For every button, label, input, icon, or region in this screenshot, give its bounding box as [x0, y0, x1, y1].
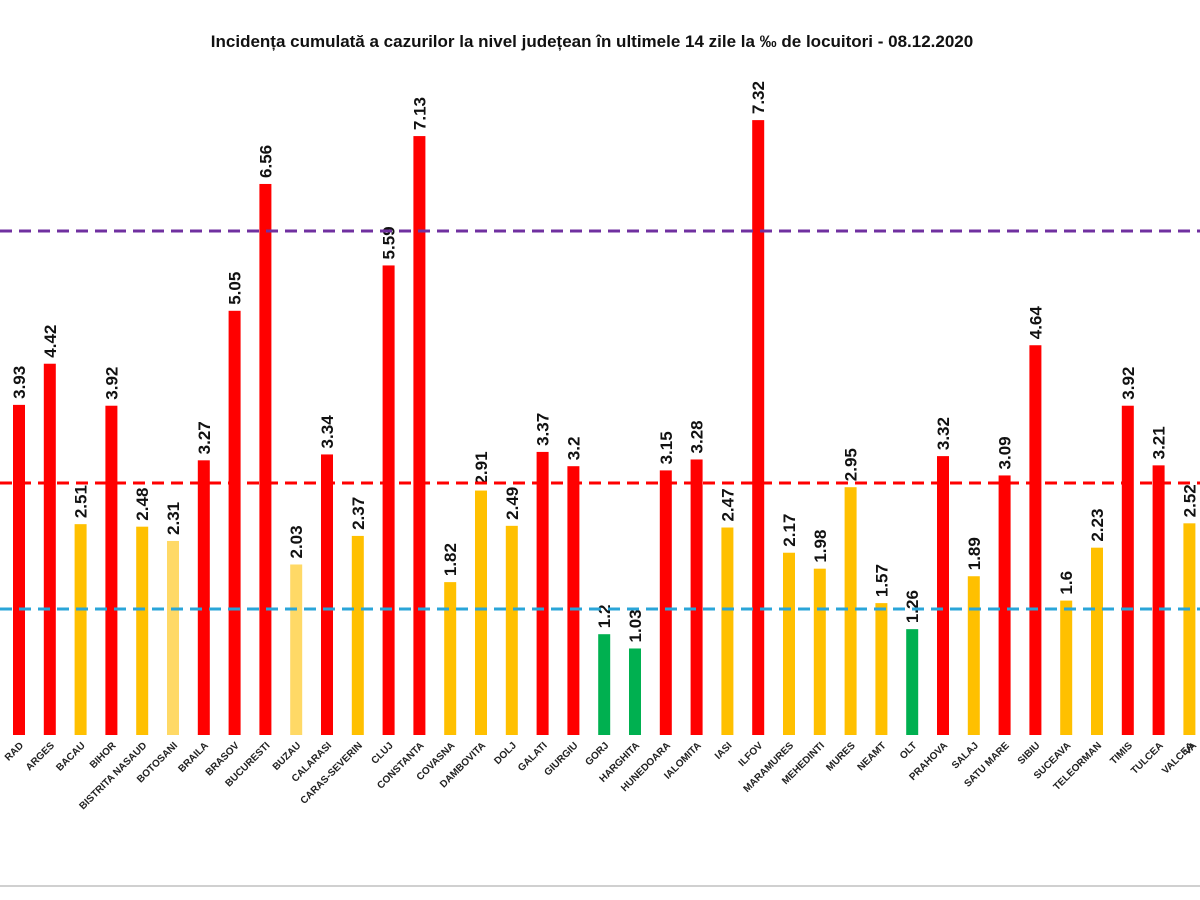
x-tick-label: DOLJ: [492, 740, 519, 767]
value-label: 2.49: [503, 487, 522, 520]
value-label: 2.47: [718, 488, 737, 521]
value-label: 2.91: [472, 451, 491, 484]
value-label: 1.89: [965, 537, 984, 570]
x-tick-label: SIBIU: [1016, 740, 1043, 767]
bar: [1060, 600, 1073, 735]
value-label: 3.32: [934, 417, 953, 450]
bar: [998, 475, 1011, 735]
bar: [74, 524, 87, 735]
value-label: 2.17: [780, 514, 799, 547]
value-label: 1.57: [872, 564, 891, 597]
bar: [475, 490, 487, 735]
value-label: 3.2: [564, 437, 583, 461]
x-tick-label: TIMIS: [1108, 740, 1135, 767]
bar: [136, 526, 149, 735]
bar: [351, 535, 364, 735]
bar: [659, 470, 672, 735]
value-label: 2.51: [72, 485, 91, 518]
x-tick-label: MURES: [824, 740, 858, 774]
x-tick-label: RAD: [3, 740, 26, 763]
value-label: 3.15: [657, 431, 676, 464]
value-label: 2.48: [133, 488, 152, 521]
value-label: 2.23: [1088, 509, 1107, 542]
value-label: 3.34: [318, 415, 337, 449]
bar: [813, 568, 826, 735]
bar: [906, 629, 919, 735]
value-label: 2.31: [164, 502, 183, 535]
bar: [536, 451, 549, 735]
bar: [783, 552, 795, 735]
bar: [105, 405, 118, 735]
bar: [629, 648, 641, 735]
x-tick-label: CLUJ: [369, 740, 395, 766]
chart-title: Incidența cumulată a cazurilor la nivel …: [211, 32, 973, 51]
bar: [167, 540, 179, 735]
x-tick-label: GORJ: [584, 740, 612, 768]
bar: [505, 525, 518, 735]
x-tick-label: OLT: [898, 740, 919, 761]
x-tick-label: ARGES: [24, 740, 57, 773]
value-label: 3.92: [102, 367, 121, 400]
value-label: 4.64: [1026, 306, 1045, 340]
value-label: 4.42: [41, 325, 60, 358]
value-label: 5.59: [380, 226, 399, 259]
bar: [1183, 523, 1196, 735]
bar: [875, 603, 888, 735]
bar: [967, 576, 980, 735]
x-tick-label: BACAU: [54, 740, 87, 773]
bar: [690, 459, 703, 735]
value-label: 2.37: [349, 497, 368, 530]
bar: [413, 136, 426, 735]
bar: [1152, 465, 1165, 735]
bar: [1121, 405, 1134, 735]
bar: [259, 183, 272, 735]
bar: [844, 487, 857, 735]
value-label: 2.03: [287, 525, 306, 558]
value-label: 6.56: [256, 145, 275, 178]
bar: [598, 634, 611, 735]
value-label: 3.21: [1150, 426, 1169, 459]
value-label: 3.37: [534, 413, 553, 446]
x-tick-label: ILFOV: [737, 740, 766, 769]
bar: [321, 454, 333, 735]
bar: [228, 310, 241, 735]
value-label: 7.32: [749, 81, 768, 114]
x-tick-label: NEAMT: [856, 740, 889, 773]
bar: [567, 466, 580, 735]
value-label: 1.03: [626, 609, 645, 642]
value-label: 1.82: [441, 543, 460, 576]
value-label: 1.26: [903, 590, 922, 623]
value-label: 2.95: [842, 448, 861, 481]
value-label: 3.93: [10, 366, 29, 399]
value-label: 2.52: [1180, 484, 1199, 517]
bar: [197, 460, 210, 735]
bar: [382, 265, 395, 735]
value-label: 3.27: [195, 421, 214, 454]
value-label: 3.09: [996, 436, 1015, 469]
bar: [1091, 547, 1103, 735]
x-tick-label: IASI: [713, 740, 735, 762]
value-label: 5.05: [226, 272, 245, 305]
value-label: 3.28: [688, 420, 707, 453]
bar: [290, 564, 303, 735]
bar: [13, 404, 25, 735]
bar: [937, 456, 949, 735]
bar: [444, 582, 457, 735]
bar: [721, 527, 734, 735]
bar: [752, 120, 765, 736]
value-label: 7.13: [410, 97, 429, 130]
bar: [43, 363, 56, 735]
x-tick-label: GIURGIU: [542, 740, 580, 778]
value-label: 1.98: [811, 530, 830, 563]
bar: [1029, 345, 1042, 735]
x-tick-label: TULCEA: [1129, 740, 1165, 776]
value-label: 1.6: [1057, 571, 1076, 595]
value-label: 3.92: [1119, 367, 1138, 400]
